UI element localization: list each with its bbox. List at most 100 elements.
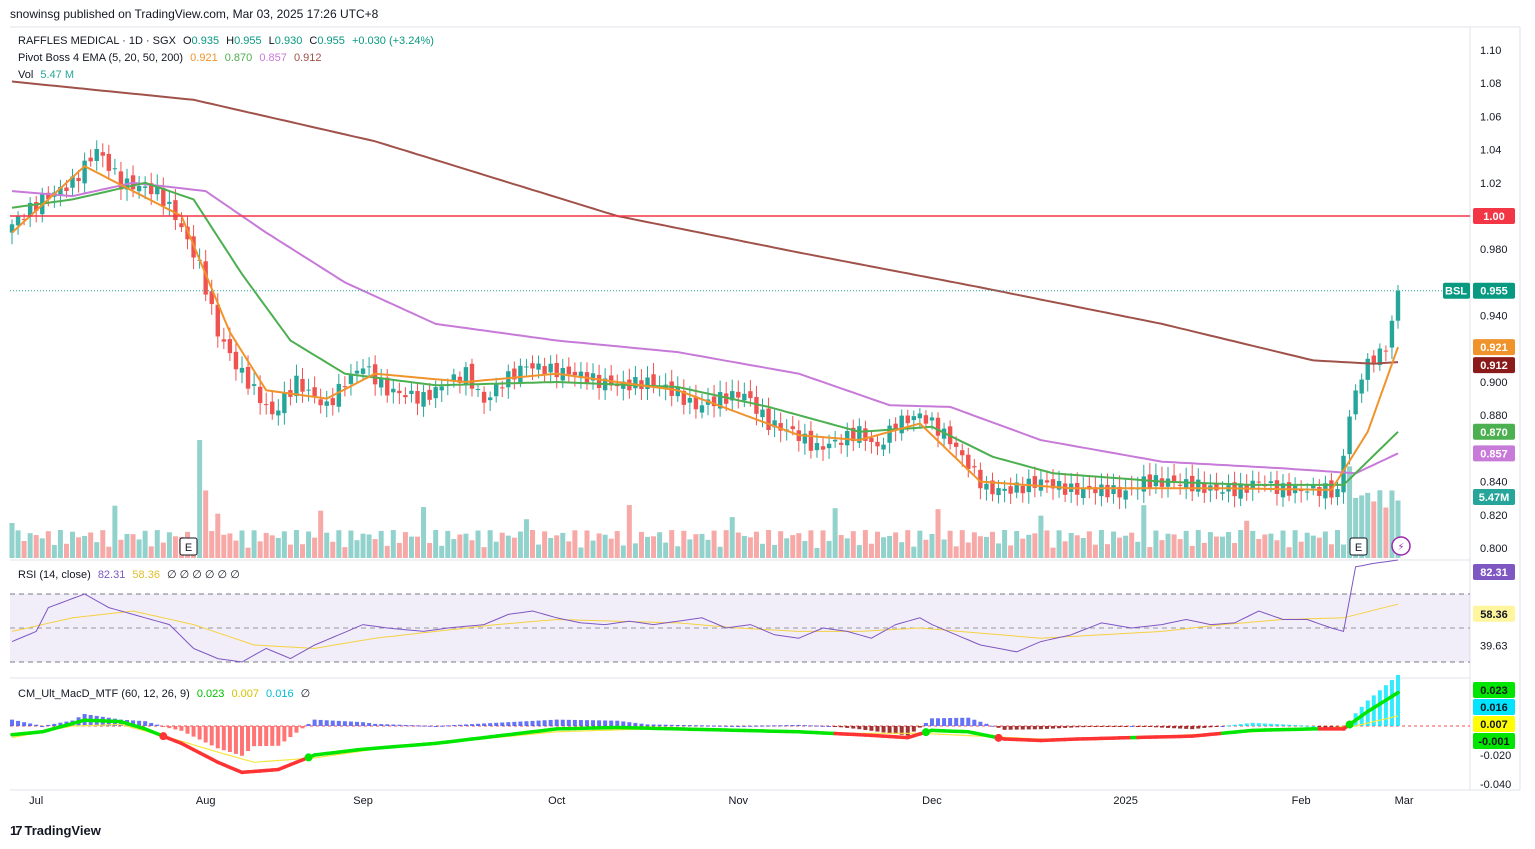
candle-body [324, 401, 329, 406]
candle-body [972, 466, 977, 468]
macd-histogram-bar [143, 721, 148, 726]
candle-body [1105, 484, 1110, 498]
candle-body [233, 351, 239, 370]
candle-body [699, 405, 705, 413]
candle-body [312, 387, 317, 397]
candle-body [905, 415, 910, 424]
ohlc-close: C0.955 [309, 35, 345, 47]
macd-histogram-bar [530, 720, 535, 726]
volume-bar [778, 531, 784, 558]
flash-icon[interactable]: ⚡ [1391, 536, 1411, 556]
candle-body [493, 384, 499, 397]
candle-body [1177, 484, 1183, 486]
price-chart[interactable]: 1.10 1.08 1.06 1.04 1.02 0.980 0.940 0.900 0.880… [0, 0, 1535, 820]
macd-histogram-bar [354, 721, 359, 726]
volume-bar [717, 546, 723, 558]
earnings-marker[interactable]: E [1349, 537, 1368, 556]
macd-histogram-bar [469, 724, 474, 726]
candle-body [1365, 358, 1370, 380]
volume-bar [1141, 505, 1147, 558]
volume-bar [251, 530, 257, 558]
volume-bar [154, 530, 160, 558]
volume-bar [70, 531, 76, 558]
macd-histogram-bar [1153, 726, 1158, 728]
vol-label[interactable]: Vol [18, 69, 34, 81]
macd-histogram-bar [917, 726, 922, 728]
macd-histogram-bar [403, 724, 408, 726]
macd-histogram-bar [1069, 726, 1074, 728]
candle-body [221, 339, 227, 342]
candle-body [615, 385, 620, 387]
volume-bar [457, 534, 463, 558]
candle-body [118, 171, 124, 190]
ohlc-low: L0.930 [268, 35, 303, 47]
volume-bar [1032, 533, 1038, 558]
macd-histogram-bar [252, 726, 257, 747]
volume-bar [112, 505, 118, 558]
candle-body [960, 450, 965, 456]
price-tick-label: 0.820 [1480, 510, 1508, 522]
ema200-value: 0.912 [293, 52, 322, 64]
candle-body [645, 377, 650, 389]
volume-bar [554, 535, 560, 558]
macd-histogram-bar [1099, 726, 1104, 727]
macd-hist-badge: 0.016 [1480, 702, 1508, 714]
candle-body [1353, 390, 1358, 415]
volume-bar [354, 540, 360, 558]
candle-body [772, 420, 777, 428]
macd-histogram-bar [609, 720, 614, 726]
macd-histogram-bar [730, 725, 735, 727]
volume-bar [584, 530, 590, 558]
candle-body [88, 157, 93, 162]
candle-body [215, 304, 220, 337]
macd-histogram-bar [318, 719, 323, 726]
rsi-tick-label: 39.63 [1480, 641, 1508, 653]
price-axis[interactable]: 1.10 1.08 1.06 1.04 1.02 0.980 0.940 0.900 0.880… [1480, 45, 1511, 791]
macd-histogram-bar [167, 726, 172, 729]
publish-line: snowinsg published on TradingView.com, M… [10, 7, 379, 21]
time-axis[interactable]: Jul Aug Sep Oct Nov Dec 2025 Feb Mar [29, 795, 1414, 807]
ema5-badge-bg [1473, 339, 1515, 356]
volume-bar [856, 545, 862, 558]
candle-body [524, 366, 529, 368]
ema5-badge: 0.921 [1480, 342, 1508, 354]
candle-body [875, 441, 880, 447]
candle-body [58, 186, 63, 196]
macd-histogram-bar [1026, 726, 1031, 730]
rsi-name[interactable]: RSI (14, close) [18, 569, 91, 581]
volume-bar [1371, 501, 1377, 558]
tradingview-logo[interactable]: 17 TradingView [10, 823, 101, 838]
macd-histogram-bar [790, 725, 795, 727]
ema20-value: 0.870 [224, 52, 253, 64]
candle-body [863, 428, 868, 441]
macd-histogram-bar [1063, 726, 1068, 728]
candle-body [681, 390, 687, 405]
resistance-badge-bg [1473, 208, 1515, 224]
volume-bar [451, 539, 457, 558]
volume-bar [887, 536, 893, 558]
candle-body [1123, 490, 1128, 500]
volume-bar [626, 505, 632, 558]
macd-name[interactable]: CM_Ult_MacD_MTF (60, 12, 26, 9) [18, 688, 190, 700]
candle-body [518, 365, 523, 383]
earnings-marker[interactable]: E [179, 537, 198, 556]
macd-histogram-bar [1383, 685, 1388, 726]
volume-bar [336, 530, 342, 558]
price-tick-label: 1.04 [1480, 145, 1501, 157]
candle-body [730, 391, 735, 401]
candle-body [506, 371, 511, 388]
candle-body [391, 388, 396, 393]
volume-bar [965, 542, 971, 558]
volume-bar [517, 531, 523, 558]
ema-indicator-name[interactable]: Pivot Boss 4 EMA (5, 20, 50, 200) [18, 52, 184, 64]
macd-histogram-bar [621, 721, 626, 726]
macd-histogram-bar [1057, 726, 1062, 729]
macd-histogram-bar [954, 717, 959, 726]
tradingview-brand-name: TradingView [24, 823, 101, 838]
volume-bar [263, 532, 269, 558]
macd-histogram-bar [1226, 725, 1231, 727]
macd-histogram-bar [300, 726, 305, 729]
volume-bar [1153, 530, 1159, 558]
symbol-name[interactable]: RAFFLES MEDICAL · 1D · SGX [18, 35, 176, 47]
volume-bar [124, 533, 130, 558]
